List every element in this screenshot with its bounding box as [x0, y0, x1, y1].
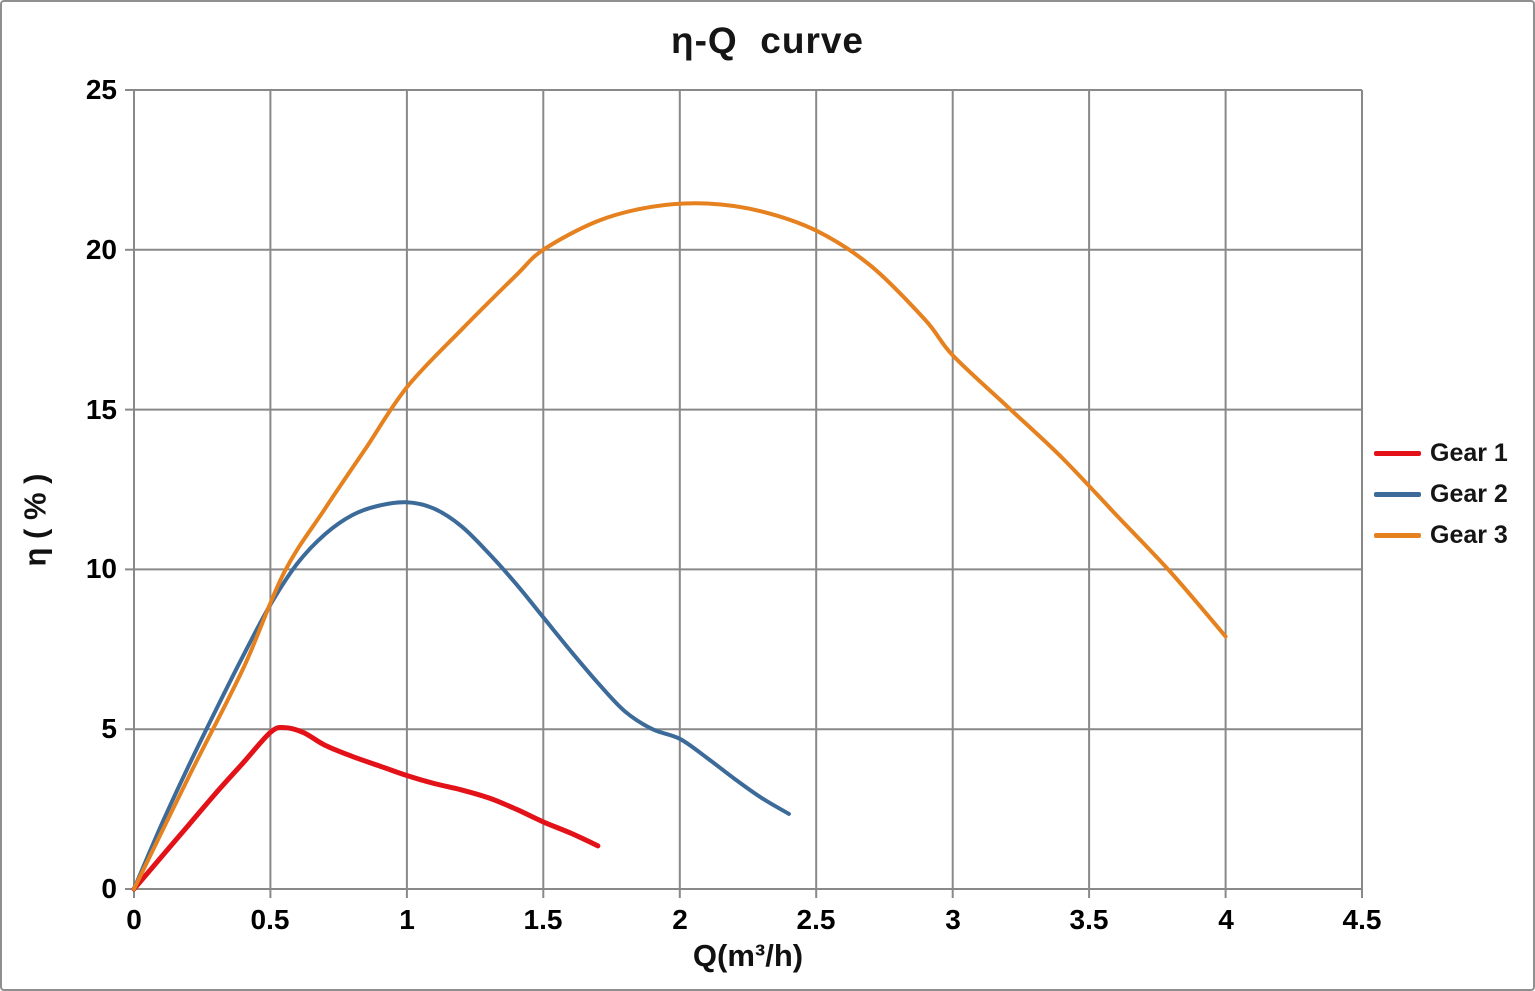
legend-line-icon: [1374, 451, 1421, 456]
x-tick-label: 4: [1218, 904, 1234, 935]
legend-item-gear-3: Gear 3: [1374, 515, 1508, 556]
x-tick-label: 3: [945, 904, 961, 935]
x-tick-label: 1: [399, 904, 415, 935]
x-tick-label: 4.5: [1342, 904, 1382, 935]
legend-line-icon: [1374, 492, 1421, 497]
chart-title: η-Q curve: [671, 20, 864, 61]
x-tick-label: 3.5: [1069, 904, 1109, 935]
x-tick-label: 0: [126, 904, 142, 935]
legend-label: Gear 1: [1430, 439, 1508, 467]
legend-label: Gear 3: [1430, 521, 1508, 549]
x-tick-label: 0.5: [250, 904, 290, 935]
y-tick-label: 25: [85, 74, 117, 105]
series-line-gear-2: [132, 500, 791, 891]
series-line-gear-3: [132, 201, 1228, 891]
legend-item-gear-2: Gear 2: [1374, 474, 1508, 515]
x-axis-title: Q(m³/h): [692, 938, 804, 973]
legend: Gear 1 Gear 2 Gear 3: [1374, 433, 1508, 556]
y-tick-label: 20: [85, 234, 117, 265]
x-tick-label: 2.5: [796, 904, 836, 935]
x-tick-label: 1.5: [523, 904, 563, 935]
legend-label: Gear 2: [1430, 480, 1508, 508]
y-tick-label: 10: [85, 553, 117, 584]
series-line-gear-1: [131, 725, 601, 892]
legend-item-gear-1: Gear 1: [1374, 433, 1508, 474]
y-tick-label: 0: [101, 873, 117, 904]
x-tick-label: 2: [672, 904, 688, 935]
legend-line-icon: [1374, 533, 1421, 538]
y-tick-label: 15: [85, 394, 117, 425]
y-tick-label: 5: [101, 713, 117, 744]
